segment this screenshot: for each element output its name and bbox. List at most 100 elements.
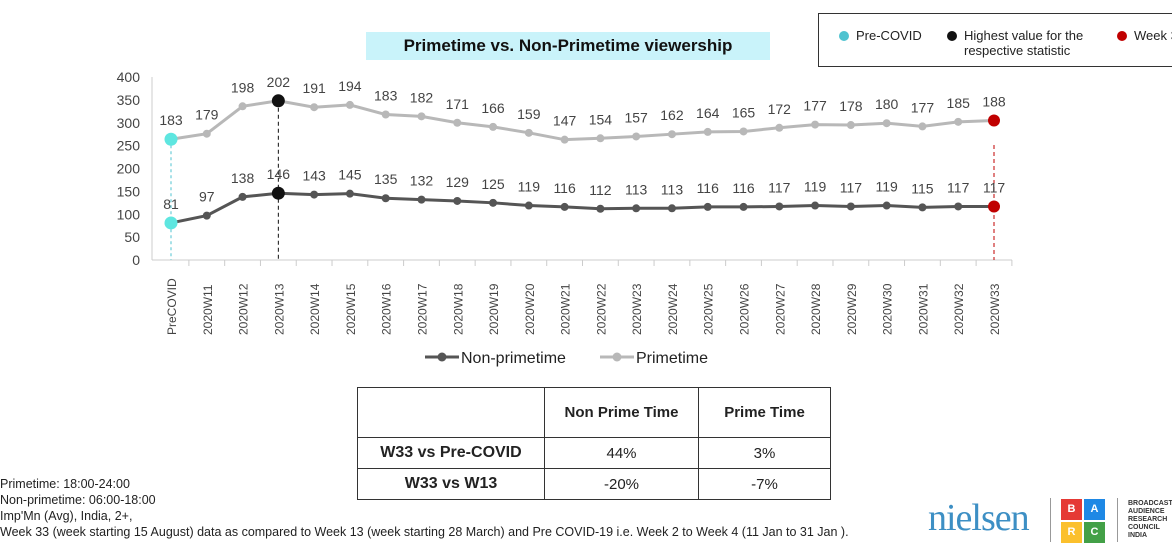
non-primetime-point bbox=[775, 202, 784, 211]
primetime-point bbox=[739, 127, 748, 136]
primetime-data-label: 182 bbox=[410, 89, 434, 105]
non-primetime-data-label: 143 bbox=[302, 168, 326, 184]
primetime-point bbox=[954, 117, 963, 126]
non-primetime-point bbox=[596, 204, 605, 213]
non-primetime-point bbox=[381, 194, 390, 203]
non-primetime-point bbox=[310, 190, 319, 199]
x-tick-label: 2020W32 bbox=[952, 283, 966, 335]
table-header bbox=[357, 387, 545, 438]
y-tick-label: 150 bbox=[117, 183, 141, 199]
non-primetime-point bbox=[453, 196, 462, 205]
black-dot-icon bbox=[947, 31, 957, 41]
week33-marker bbox=[988, 200, 1000, 213]
primetime-data-label: 180 bbox=[875, 96, 899, 112]
y-tick-label: 350 bbox=[117, 92, 141, 108]
barc-text: BROADCAST AUDIENCE RESEARCH COUNCIL INDI… bbox=[1128, 500, 1172, 539]
row-label: W33 vs Pre-COVID bbox=[357, 437, 545, 469]
non-primetime-point bbox=[632, 204, 641, 213]
table-cell: 3% bbox=[698, 437, 831, 469]
non-primetime-data-label: 97 bbox=[199, 189, 215, 205]
non-primetime-data-label: 117 bbox=[840, 179, 863, 195]
key-label: Week 33 bbox=[1134, 28, 1172, 43]
chart-title: Primetime vs. Non-Primetime viewership bbox=[366, 32, 770, 60]
non-primetime-data-label: 129 bbox=[446, 174, 470, 190]
non-primetime-point bbox=[918, 203, 927, 212]
highest-marker bbox=[271, 186, 285, 200]
note: Week 33 (week starting 15 August) data a… bbox=[0, 525, 849, 539]
pre-covid-marker bbox=[164, 216, 178, 230]
primetime-point bbox=[775, 123, 784, 132]
primetime-point bbox=[632, 132, 641, 141]
primetime-point bbox=[846, 121, 855, 130]
x-tick-label: 2020W27 bbox=[773, 283, 787, 335]
non-primetime-line bbox=[170, 191, 994, 225]
y-tick-label: 250 bbox=[117, 138, 141, 154]
primetime-data-label: 191 bbox=[302, 80, 326, 96]
legend-marker bbox=[612, 352, 622, 362]
week33-marker bbox=[988, 114, 1000, 127]
y-tick-label: 400 bbox=[117, 69, 141, 85]
table-cell: 44% bbox=[544, 437, 699, 469]
note: Primetime: 18:00-24:00 bbox=[0, 477, 130, 491]
key-highest: Highest value for the respective statist… bbox=[947, 28, 1117, 58]
primetime-point bbox=[524, 128, 533, 137]
red-dot-icon bbox=[1117, 31, 1127, 41]
primetime-point bbox=[560, 135, 569, 144]
barc-r: R bbox=[1061, 522, 1082, 543]
primetime-point bbox=[918, 122, 927, 131]
row-label: W33 vs W13 bbox=[357, 468, 545, 500]
marker-key: Pre-COVID Highest value for the respecti… bbox=[818, 13, 1172, 67]
x-tick-label: 2020W13 bbox=[272, 283, 286, 335]
primetime-data-label: 194 bbox=[338, 78, 362, 94]
primetime-data-label: 157 bbox=[624, 109, 648, 125]
table-row: W33 vs W13 -20% -7% bbox=[357, 468, 831, 500]
non-primetime-point bbox=[560, 202, 569, 211]
primetime-data-label: 183 bbox=[374, 88, 398, 104]
non-primetime-data-label: 146 bbox=[267, 166, 291, 182]
primetime-point bbox=[596, 134, 605, 143]
footnotes: Primetime: 18:00-24:00 Non-primetime: 06… bbox=[0, 476, 849, 540]
non-primetime-point bbox=[489, 198, 498, 207]
legend-label: Non-primetime bbox=[461, 350, 566, 367]
nielsen-logo: nielsen bbox=[928, 497, 1030, 539]
primetime-point bbox=[882, 119, 891, 128]
key-label: Pre-COVID bbox=[856, 28, 922, 43]
non-primetime-data-label: 116 bbox=[553, 180, 576, 196]
primetime-data-label: 185 bbox=[947, 95, 971, 111]
primetime-data-label: 198 bbox=[231, 79, 255, 95]
non-primetime-data-label: 117 bbox=[947, 179, 970, 195]
x-tick-label: 2020W23 bbox=[630, 283, 644, 335]
x-tick-label: 2020W30 bbox=[881, 283, 895, 335]
non-primetime-data-label: 117 bbox=[768, 179, 791, 195]
x-tick-label: 2020W12 bbox=[237, 283, 251, 335]
non-primetime-point bbox=[345, 189, 354, 198]
primetime-point bbox=[703, 127, 712, 136]
x-tick-label: 2020W11 bbox=[201, 284, 215, 335]
primetime-data-label: 202 bbox=[267, 74, 291, 90]
non-primetime-point bbox=[846, 202, 855, 211]
primetime-data-label: 188 bbox=[982, 93, 1006, 109]
primetime-line bbox=[170, 99, 995, 142]
primetime-data-label: 183 bbox=[159, 112, 183, 128]
primetime-data-label: 172 bbox=[768, 101, 792, 117]
barc-a: A bbox=[1084, 499, 1105, 520]
primetime-point bbox=[417, 112, 426, 121]
non-primetime-data-label: 119 bbox=[804, 179, 827, 195]
primetime-point bbox=[811, 120, 820, 129]
non-primetime-data-label: 112 bbox=[589, 182, 612, 198]
primetime-point bbox=[345, 100, 354, 109]
table-row: W33 vs Pre-COVID 44% 3% bbox=[357, 437, 831, 469]
table-cell: -20% bbox=[544, 468, 699, 500]
legend-marker bbox=[437, 352, 447, 362]
table-header: Non Prime Time bbox=[544, 387, 699, 438]
non-primetime-point bbox=[238, 192, 247, 201]
primetime-point bbox=[667, 130, 676, 139]
highest-marker bbox=[271, 94, 285, 108]
y-tick-label: 100 bbox=[117, 206, 141, 222]
non-primetime-data-label: 145 bbox=[338, 167, 362, 183]
non-primetime-point bbox=[202, 211, 211, 220]
non-primetime-data-label: 119 bbox=[518, 179, 541, 195]
y-tick-label: 200 bbox=[117, 161, 141, 177]
non-primetime-point bbox=[882, 201, 891, 210]
non-primetime-data-label: 115 bbox=[911, 180, 934, 196]
